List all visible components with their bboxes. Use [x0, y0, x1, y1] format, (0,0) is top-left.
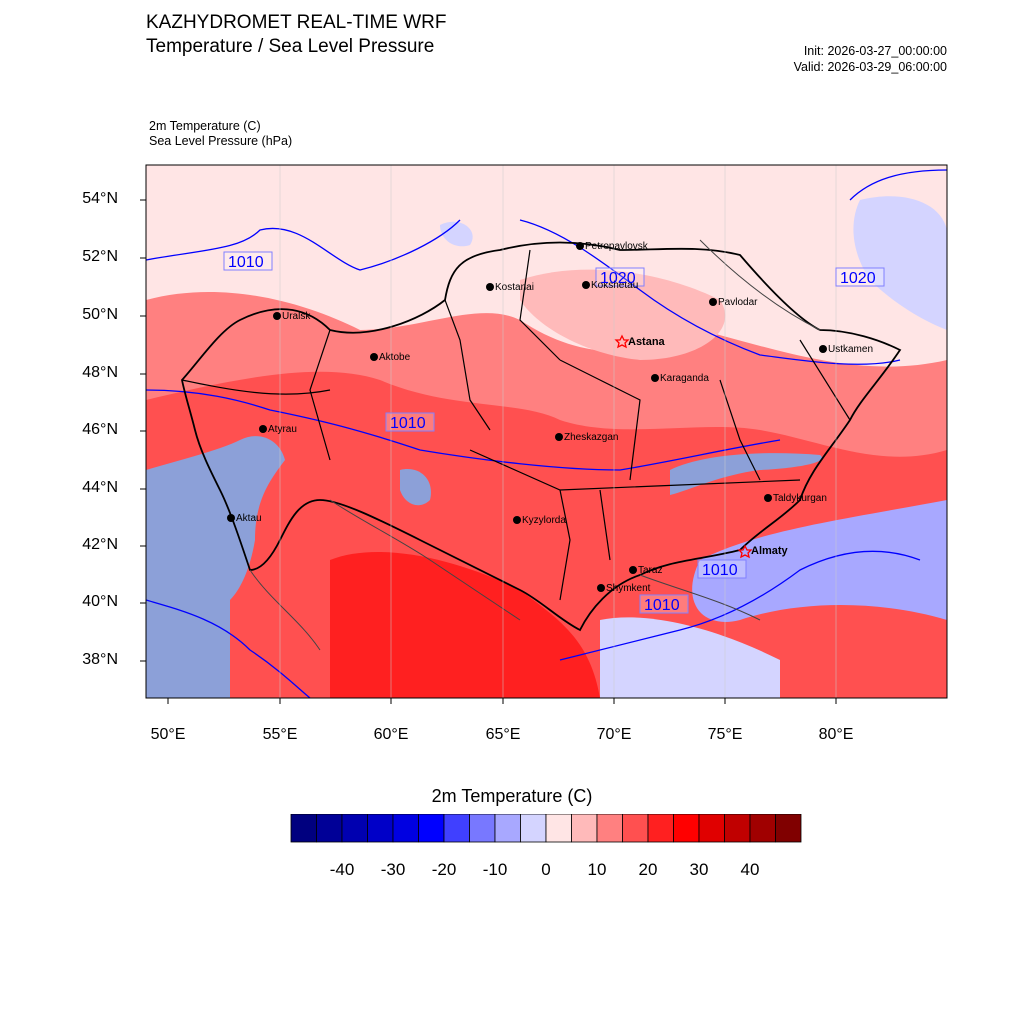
- colorbar-swatch: [443, 814, 470, 843]
- colorbar-swatch: [290, 814, 317, 843]
- capital-stars: [614, 334, 753, 559]
- variable-label-pressure: Sea Level Pressure (hPa): [149, 134, 293, 148]
- colorbar-swatch: [341, 814, 368, 843]
- colorbar-label: 0: [541, 860, 551, 879]
- lon-label: 70°E: [596, 726, 632, 743]
- colorbar-swatch: [418, 814, 445, 843]
- colorbar-label: 20: [638, 860, 658, 879]
- colorbar: [290, 814, 802, 843]
- colorbar-swatch: [749, 814, 776, 843]
- neighbor-borders: [249, 239, 821, 651]
- graticule: [279, 165, 837, 698]
- lon-label: 65°E: [485, 726, 521, 743]
- colorbar-swatch: [673, 814, 700, 843]
- lat-label: 50°N: [82, 306, 118, 323]
- lat-label: 40°N: [82, 593, 118, 610]
- colorbar-title: 2m Temperature (C): [431, 786, 593, 806]
- colorbar-swatch: [367, 814, 394, 843]
- cool-patch-ne: [853, 196, 947, 330]
- lat-label: 42°N: [82, 536, 118, 553]
- lon-label: 80°E: [818, 726, 854, 743]
- isobar-label-boxes: [223, 251, 885, 614]
- colorbar-label: 40: [740, 860, 760, 879]
- colorbar-label: -10: [482, 860, 508, 879]
- lat-label: 44°N: [82, 479, 118, 496]
- lon-label: 55°E: [262, 726, 298, 743]
- temp-field-central: [520, 269, 726, 360]
- cool-patch-pamir: [600, 617, 780, 698]
- colorbar-swatch: [724, 814, 751, 843]
- colorbar-swatch: [494, 814, 521, 843]
- chart-title-line2: Temperature / Sea Level Pressure: [146, 36, 435, 57]
- lon-label: 60°E: [373, 726, 409, 743]
- colorbar-label: 10: [587, 860, 607, 879]
- city-dots: [227, 242, 827, 592]
- axis-ticks: [140, 199, 837, 704]
- lat-label: 54°N: [82, 190, 118, 207]
- colorbar-swatch: [392, 814, 419, 843]
- colorbar-swatch: [316, 814, 343, 843]
- valid-time: Valid: 2026-03-29_06:00:00: [793, 60, 947, 74]
- lat-label: 46°N: [82, 421, 118, 438]
- cool-patch-lake: [440, 221, 473, 247]
- lat-label: 38°N: [82, 651, 118, 668]
- colorbar-swatch: [647, 814, 674, 843]
- variable-label-temperature: 2m Temperature (C): [149, 119, 261, 133]
- colorbar-label: -30: [380, 860, 406, 879]
- colorbar-swatch: [596, 814, 623, 843]
- init-time: Init: 2026-03-27_00:00:00: [803, 44, 947, 58]
- caspian-sea: [146, 436, 285, 698]
- lat-label: 52°N: [82, 248, 118, 265]
- lake-balkhash: [670, 453, 822, 495]
- colorbar-label: -40: [329, 860, 355, 879]
- colorbar-swatch: [469, 814, 496, 843]
- colorbar-label: 30: [689, 860, 709, 879]
- chart-title-line1: KAZHYDROMET REAL-TIME WRF: [146, 12, 447, 33]
- lon-label: 75°E: [707, 726, 743, 743]
- region-borders: [181, 249, 851, 601]
- aral-sea: [400, 469, 431, 506]
- colorbar-swatch: [622, 814, 649, 843]
- colorbar-swatch: [571, 814, 598, 843]
- colorbar-swatch: [545, 814, 572, 843]
- colorbar-swatch: [698, 814, 725, 843]
- colorbar-label: -20: [431, 860, 457, 879]
- lon-label: 50°E: [150, 726, 186, 743]
- colorbar-swatch: [520, 814, 547, 843]
- colorbar-swatch: [775, 814, 802, 843]
- temp-field-hot: [330, 551, 600, 698]
- lat-label: 48°N: [82, 364, 118, 381]
